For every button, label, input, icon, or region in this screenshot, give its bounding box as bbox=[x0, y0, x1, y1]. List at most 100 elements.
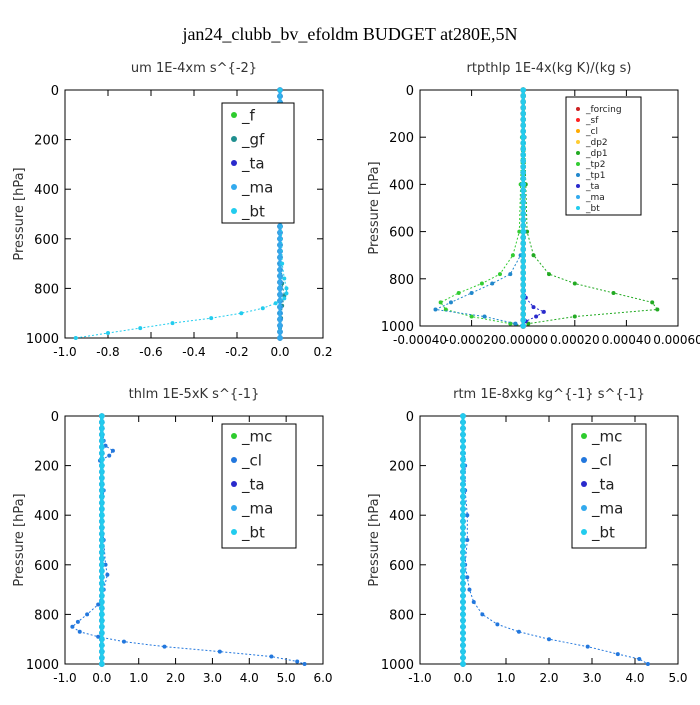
data-point bbox=[99, 655, 105, 661]
data-point bbox=[162, 644, 167, 649]
data-point bbox=[521, 88, 526, 92]
legend-marker bbox=[231, 112, 237, 118]
legend-marker bbox=[576, 162, 580, 166]
data-point bbox=[99, 456, 105, 463]
data-point bbox=[460, 444, 466, 450]
data-point bbox=[284, 291, 289, 296]
legend-entry: _sf bbox=[585, 116, 599, 126]
data-point bbox=[461, 513, 465, 518]
legend-marker bbox=[231, 529, 237, 535]
data-point bbox=[520, 276, 527, 282]
x-tick-label: 5.0 bbox=[668, 671, 687, 685]
data-point bbox=[295, 659, 300, 664]
data-point bbox=[443, 307, 448, 312]
data-point bbox=[96, 602, 101, 607]
data-point bbox=[547, 637, 551, 642]
x-tick-label: 3.0 bbox=[203, 671, 222, 685]
legend-marker bbox=[576, 118, 580, 122]
data-point bbox=[520, 87, 527, 93]
y-tick-label: 800 bbox=[34, 608, 59, 623]
data-point bbox=[99, 580, 105, 587]
data-point bbox=[516, 629, 521, 634]
data-point bbox=[277, 291, 283, 298]
series-line-tp2 bbox=[439, 89, 524, 327]
x-tick-label: 4.0 bbox=[240, 671, 259, 685]
data-point bbox=[99, 469, 105, 475]
data-point bbox=[460, 593, 466, 599]
legend-entry: _gf bbox=[241, 130, 265, 149]
legend-entry: _tp1 bbox=[585, 171, 605, 181]
data-point bbox=[282, 296, 287, 301]
data-point bbox=[277, 229, 283, 236]
y-tick-label: 1000 bbox=[381, 320, 414, 335]
figure-title: jan24_clubb_bv_efoldm BUDGET at280E,5N bbox=[181, 24, 517, 44]
data-point bbox=[277, 298, 283, 304]
data-point bbox=[521, 324, 526, 328]
data-point bbox=[277, 236, 283, 242]
y-tick-label: 600 bbox=[389, 559, 414, 574]
legend-entry: _ma bbox=[585, 193, 605, 203]
data-point bbox=[107, 453, 112, 458]
data-point bbox=[520, 93, 527, 99]
y-tick-label: 1000 bbox=[26, 332, 59, 347]
panel-title: rtm 1E-8xkg kg^{-1} s^{-1} bbox=[453, 387, 645, 402]
data-point bbox=[460, 500, 466, 506]
data-point bbox=[277, 316, 283, 323]
y-tick-label: 0 bbox=[406, 84, 414, 99]
data-point bbox=[460, 543, 466, 550]
data-point bbox=[531, 253, 536, 258]
x-tick-label: 3.0 bbox=[582, 671, 601, 685]
data-point bbox=[77, 629, 82, 634]
data-point bbox=[99, 414, 104, 418]
data-point bbox=[460, 475, 466, 481]
data-point bbox=[277, 267, 283, 273]
data-point bbox=[460, 524, 466, 531]
data-point bbox=[106, 331, 110, 336]
legend-entry: _ma bbox=[241, 178, 273, 197]
legend-box bbox=[221, 423, 297, 549]
data-point bbox=[520, 116, 527, 123]
data-point bbox=[469, 290, 474, 295]
data-point bbox=[460, 512, 466, 519]
data-point bbox=[461, 562, 465, 567]
y-tick-label: 600 bbox=[34, 559, 59, 574]
data-point bbox=[99, 648, 105, 655]
data-point bbox=[465, 575, 470, 580]
data-point bbox=[99, 636, 105, 643]
data-point bbox=[520, 240, 527, 247]
data-point bbox=[278, 236, 282, 241]
data-point bbox=[460, 481, 466, 488]
panel-title: rtpthlp 1E-4x(kg K)/(kg s) bbox=[467, 61, 632, 76]
x-tick-label: 0.2 bbox=[313, 345, 332, 359]
legend-marker bbox=[576, 184, 580, 188]
data-point bbox=[99, 630, 105, 636]
legend-entry: _forcing bbox=[585, 105, 622, 115]
data-point bbox=[460, 537, 466, 543]
data-point bbox=[460, 661, 466, 667]
data-point bbox=[460, 611, 466, 618]
data-point bbox=[99, 617, 105, 624]
data-point bbox=[460, 562, 466, 568]
chart-panel-3: thlm 1E-5xK s^{-1} Pressure [hPa] 0 200 400 6… bbox=[12, 387, 333, 685]
data-point bbox=[637, 657, 642, 662]
data-point bbox=[520, 311, 527, 318]
legend-marker bbox=[581, 457, 587, 463]
y-axis-label: Pressure [hPa] bbox=[12, 167, 27, 260]
data-point bbox=[73, 336, 78, 340]
y-tick-label: 400 bbox=[389, 509, 414, 524]
x-tick-label: -0.00020 bbox=[445, 333, 499, 347]
x-tick-label: 2.0 bbox=[539, 671, 558, 685]
data-point bbox=[85, 612, 90, 617]
legend-entry: _cl bbox=[591, 451, 612, 470]
data-point bbox=[479, 281, 484, 286]
data-point bbox=[521, 229, 526, 234]
y-tick-label: 400 bbox=[34, 509, 59, 524]
plot-frame bbox=[419, 89, 679, 327]
data-point bbox=[520, 317, 527, 323]
data-point bbox=[96, 634, 101, 639]
data-point bbox=[520, 205, 527, 211]
data-point bbox=[278, 336, 282, 340]
data-point bbox=[482, 314, 487, 319]
chart-panel-2: rtpthlp 1E-4x(kg K)/(kg s) Pressure [hPa]… bbox=[367, 61, 700, 347]
